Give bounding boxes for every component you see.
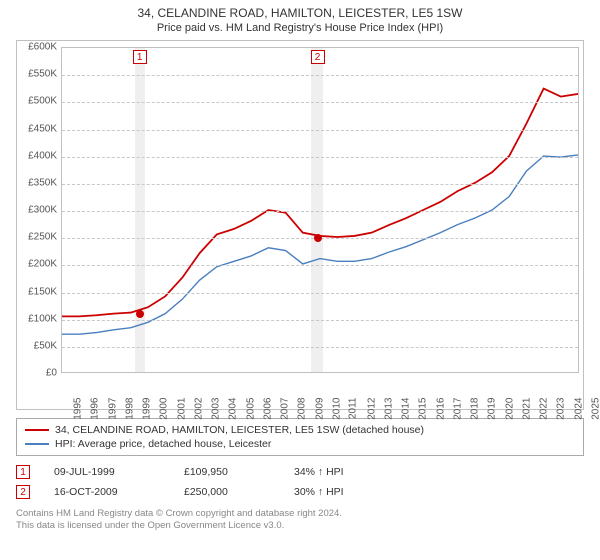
transaction-row: 2 16-OCT-2009£250,00030% ↑ HPI	[16, 482, 584, 502]
gridline	[62, 347, 578, 348]
transaction-marker: 2	[16, 485, 30, 499]
marker-dot	[136, 310, 144, 318]
legend-label: 34, CELANDINE ROAD, HAMILTON, LEICESTER,…	[55, 424, 424, 436]
transactions-table: 1 09-JUL-1999£109,95034% ↑ HPI 2 16-OCT-200…	[16, 462, 584, 502]
x-axis-label: 2006	[262, 398, 273, 420]
x-axis-label: 2025	[590, 398, 600, 420]
marker-dot	[314, 234, 322, 242]
line-series	[62, 48, 578, 372]
x-axis-label: 2022	[538, 398, 549, 420]
x-axis-label: 2002	[193, 398, 204, 420]
x-axis-label: 1998	[124, 398, 135, 420]
y-axis-label: £450K	[17, 123, 57, 134]
gridline	[62, 320, 578, 321]
legend-swatch	[25, 429, 49, 431]
x-axis-label: 2000	[159, 398, 170, 420]
gridline	[62, 211, 578, 212]
legend: 34, CELANDINE ROAD, HAMILTON, LEICESTER,…	[16, 418, 584, 456]
chart-container: £0 £50K £100K £150K £200K £250K £300K £350K £400…	[16, 40, 584, 410]
x-axis-label: 2013	[383, 398, 394, 420]
x-axis-label: 2011	[348, 398, 359, 420]
x-axis-label: 1997	[107, 398, 118, 420]
gridline	[62, 75, 578, 76]
x-axis-label: 2021	[521, 398, 532, 420]
x-axis-label: 2008	[297, 398, 308, 420]
x-axis-label: 2009	[314, 398, 325, 420]
y-axis-label: £400K	[17, 150, 57, 161]
x-axis-label: 2024	[573, 398, 584, 420]
chart-subtitle: Price paid vs. HM Land Registry's House …	[10, 22, 590, 34]
x-axis-label: 2017	[452, 398, 463, 420]
footer-line-2: This data is licensed under the Open Gov…	[16, 520, 584, 532]
x-axis-label: 2023	[556, 398, 567, 420]
y-axis-label: £0	[17, 368, 57, 379]
y-axis-label: £300K	[17, 205, 57, 216]
legend-item: 34, CELANDINE ROAD, HAMILTON, LEICESTER,…	[25, 423, 575, 437]
gridline	[62, 157, 578, 158]
transaction-row: 1 09-JUL-1999£109,95034% ↑ HPI	[16, 462, 584, 482]
x-axis-label: 2018	[469, 398, 480, 420]
transaction-marker: 1	[16, 465, 30, 479]
y-axis-label: £150K	[17, 286, 57, 297]
x-axis-label: 1996	[90, 398, 101, 420]
x-axis-label: 2020	[504, 398, 515, 420]
gridline	[62, 130, 578, 131]
transaction-price: £109,950	[184, 466, 294, 478]
x-axis-label: 2019	[487, 398, 498, 420]
y-axis-label: £100K	[17, 313, 57, 324]
y-axis-label: £250K	[17, 232, 57, 243]
x-axis-label: 1999	[141, 398, 152, 420]
series-line	[62, 155, 578, 334]
gridline	[62, 184, 578, 185]
x-axis-label: 2003	[210, 398, 221, 420]
transaction-price: £250,000	[184, 486, 294, 498]
transaction-date: 16-OCT-2009	[54, 486, 184, 498]
legend-item: HPI: Average price, detached house, Leic…	[25, 437, 575, 451]
y-axis-label: £600K	[17, 42, 57, 53]
y-axis-label: £50K	[17, 340, 57, 351]
y-axis-label: £550K	[17, 69, 57, 80]
x-axis-label: 2015	[418, 398, 429, 420]
x-axis-label: 2004	[228, 398, 239, 420]
plot-area: 12	[61, 47, 579, 373]
x-axis-label: 2005	[245, 398, 256, 420]
y-axis-label: £350K	[17, 177, 57, 188]
transaction-hpi: 34% ↑ HPI	[294, 466, 344, 478]
x-axis-label: 2007	[279, 398, 290, 420]
x-axis-label: 2016	[435, 398, 446, 420]
footer-attribution: Contains HM Land Registry data © Crown c…	[16, 508, 584, 533]
gridline	[62, 293, 578, 294]
transaction-date: 09-JUL-1999	[54, 466, 184, 478]
x-axis-label: 1995	[72, 398, 83, 420]
y-axis-label: £500K	[17, 96, 57, 107]
x-axis-label: 2012	[366, 398, 377, 420]
gridline	[62, 102, 578, 103]
marker-label: 2	[311, 50, 325, 64]
x-axis-label: 2010	[331, 398, 342, 420]
legend-label: HPI: Average price, detached house, Leic…	[55, 438, 271, 450]
x-axis-label: 2014	[400, 398, 411, 420]
legend-swatch	[25, 443, 49, 445]
x-axis-label: 2001	[176, 398, 187, 420]
transaction-hpi: 30% ↑ HPI	[294, 486, 344, 498]
footer-line-1: Contains HM Land Registry data © Crown c…	[16, 508, 584, 520]
marker-label: 1	[133, 50, 147, 64]
y-axis-label: £200K	[17, 259, 57, 270]
chart-title: 34, CELANDINE ROAD, HAMILTON, LEICESTER,…	[10, 6, 590, 20]
gridline	[62, 265, 578, 266]
